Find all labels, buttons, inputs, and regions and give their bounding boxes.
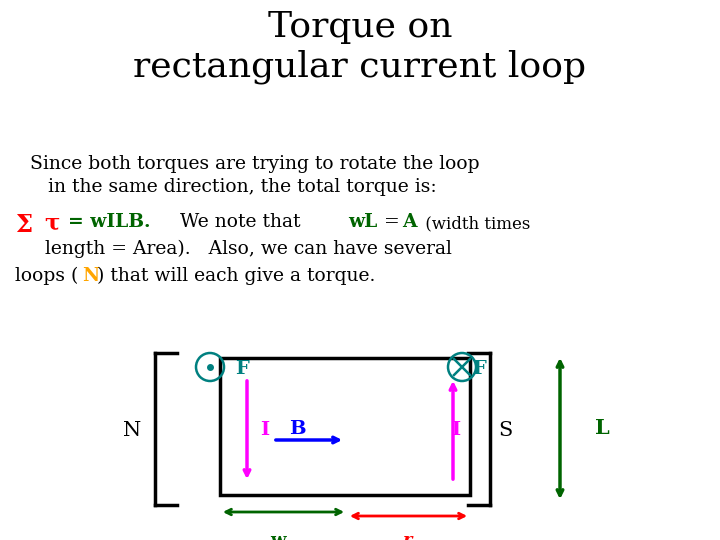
Text: We note that: We note that — [168, 213, 307, 231]
Text: F: F — [472, 360, 486, 378]
Text: length = Area).   Also, we can have several: length = Area). Also, we can have severa… — [45, 240, 452, 258]
Text: w: w — [270, 532, 286, 540]
Bar — [220, 358, 470, 495]
Text: loops (: loops ( — [15, 267, 78, 285]
Text: N: N — [123, 421, 141, 440]
Text: I: I — [260, 421, 269, 439]
Text: = wILB.: = wILB. — [68, 213, 150, 231]
Text: τ: τ — [44, 213, 59, 235]
Text: ) that will each give a torque.: ) that will each give a torque. — [97, 267, 375, 285]
Text: S: S — [498, 421, 512, 440]
Text: Σ: Σ — [15, 213, 32, 237]
Text: wL: wL — [348, 213, 377, 231]
Text: =: = — [378, 213, 406, 231]
Text: in the same direction, the total torque is:: in the same direction, the total torque … — [30, 178, 436, 196]
Text: A: A — [402, 213, 416, 231]
Text: B: B — [289, 420, 305, 438]
Text: r: r — [403, 532, 413, 540]
Text: Since both torques are trying to rotate the loop: Since both torques are trying to rotate … — [30, 155, 480, 173]
Text: F: F — [235, 360, 248, 378]
Text: Torque on
rectangular current loop: Torque on rectangular current loop — [133, 10, 587, 84]
Text: I: I — [451, 421, 460, 439]
Text: L: L — [595, 418, 610, 438]
Text: N: N — [82, 267, 99, 285]
Text: (width times: (width times — [420, 215, 531, 232]
